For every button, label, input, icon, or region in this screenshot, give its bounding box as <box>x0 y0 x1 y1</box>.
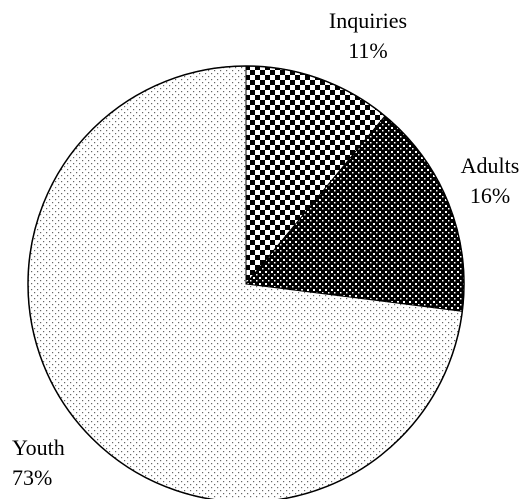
pie-outline <box>27 65 465 499</box>
pie-slices <box>27 65 465 499</box>
slice-value-inquiries: 11% <box>348 38 388 63</box>
slice-value-youth: 73% <box>12 465 52 490</box>
slice-label-adults: Adults <box>461 153 520 178</box>
slice-label-youth: Youth <box>12 435 65 460</box>
pie-labels: Inquiries 11% Adults 16% Youth 73% <box>12 8 519 490</box>
slice-value-adults: 16% <box>470 183 510 208</box>
slice-label-inquiries: Inquiries <box>329 8 407 33</box>
